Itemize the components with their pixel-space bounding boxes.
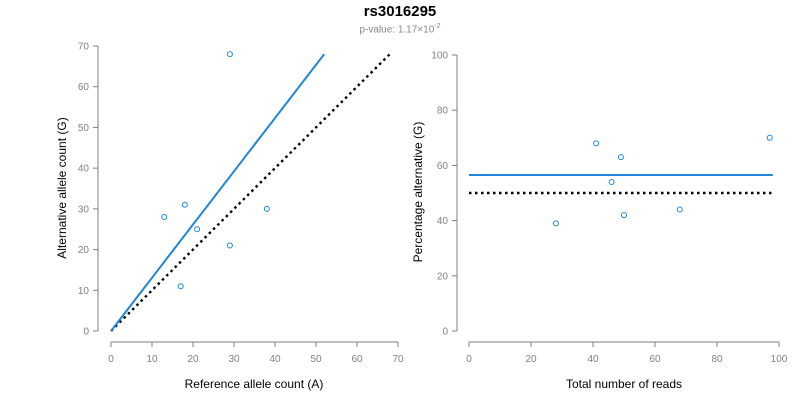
data-point <box>593 140 600 147</box>
x-tick-label: 20 <box>525 354 537 365</box>
x-axis-title: Reference allele count (A) <box>185 377 324 391</box>
y-tick-label: 70 <box>78 42 90 53</box>
x-tick-label: 10 <box>146 354 158 365</box>
y-tick-label: 40 <box>437 216 449 227</box>
p-value-mantissa: 1.17 <box>397 24 418 36</box>
y-tick-label: 20 <box>78 245 90 256</box>
y-tick-label: 60 <box>437 161 449 172</box>
data-point <box>766 134 773 141</box>
null-expectation-line <box>110 53 391 332</box>
data-point <box>194 226 201 233</box>
x-tick-label: 0 <box>108 354 114 365</box>
data-point <box>226 51 233 58</box>
p-value-exponent: -2 <box>434 23 441 30</box>
y-axis-title: Percentage alternative (G) <box>411 122 425 263</box>
p-value-subtitle: p-value: 1.17×10-2 <box>0 23 800 35</box>
x-tick-label: 40 <box>269 354 281 365</box>
y-tick-label: 10 <box>78 286 90 297</box>
y-tick-label: 40 <box>78 164 90 175</box>
p-value-base: 10 <box>423 24 435 36</box>
y-tick-label: 100 <box>431 51 448 62</box>
data-point <box>608 178 615 185</box>
data-point <box>552 220 559 227</box>
data-point <box>617 154 624 161</box>
y-tick-label: 80 <box>437 106 449 117</box>
p-value-times: × <box>417 24 424 36</box>
x-tick-label: 70 <box>392 354 404 365</box>
p-value-prefix: p-value: <box>359 24 398 36</box>
y-axis-title: Alternative allele count (G) <box>55 117 69 258</box>
data-point <box>177 283 184 290</box>
y-tick-label: 0 <box>83 327 89 338</box>
count-scatter-panel: 0 10 20 30 40 50 60 70 0 10 20 30 40 50 60 70 Reference … <box>55 42 404 392</box>
x-tick-label: 60 <box>351 354 363 365</box>
y-tick-label: 20 <box>437 271 449 282</box>
x-tick-label: 40 <box>587 354 599 365</box>
x-axis-title: Total number of reads <box>566 377 682 391</box>
chart-title: rs3016295 <box>363 3 437 20</box>
x-tick-label: 50 <box>310 354 322 365</box>
data-point <box>181 201 188 208</box>
x-tick-label: 80 <box>711 354 723 365</box>
x-tick-label: 30 <box>228 354 240 365</box>
fit-line <box>110 53 325 332</box>
data-point <box>226 242 233 249</box>
data-point <box>263 205 270 212</box>
x-tick-label: 100 <box>771 354 788 365</box>
y-tick-label: 60 <box>78 82 90 93</box>
y-tick-label: 0 <box>442 327 448 338</box>
data-point <box>676 206 683 213</box>
percentage-scatter-panel: 0 20 40 60 80 100 0 20 40 60 80 100 Total number of … <box>411 51 788 392</box>
x-tick-label: 0 <box>466 354 472 365</box>
x-tick-label: 60 <box>649 354 661 365</box>
data-point <box>621 212 627 219</box>
data-point <box>161 214 168 220</box>
x-tick-label: 20 <box>187 354 199 365</box>
y-tick-label: 30 <box>78 204 90 215</box>
y-tick-label: 50 <box>78 123 90 134</box>
